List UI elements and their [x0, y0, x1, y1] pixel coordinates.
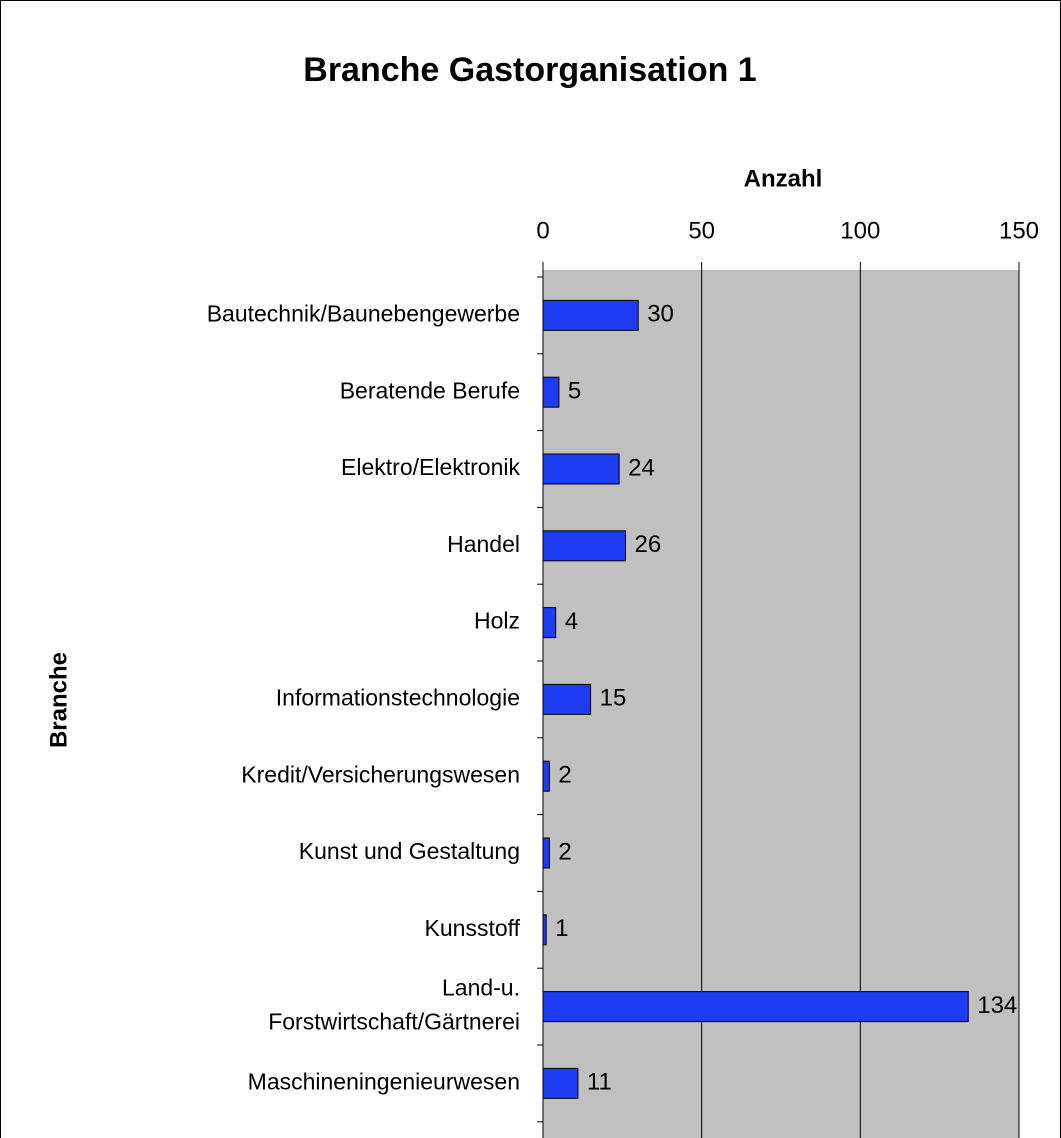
- bar: [542, 991, 969, 1023]
- bar: [542, 760, 550, 792]
- data-label: 2: [558, 762, 571, 789]
- bar: [542, 299, 639, 331]
- data-label: 24: [628, 454, 655, 481]
- y-tick-label: Holz: [474, 608, 520, 634]
- bar: [542, 914, 547, 946]
- x-tick-label: 100: [840, 217, 880, 244]
- y-axis-label: Branche: [45, 652, 72, 748]
- bar: [542, 607, 557, 639]
- bar: [542, 530, 627, 562]
- data-label: 26: [635, 531, 662, 558]
- data-label: 1: [555, 915, 568, 942]
- y-tick-label: Beratende Berufe: [340, 377, 520, 403]
- data-label: 4: [565, 608, 578, 635]
- data-label: 134: [977, 992, 1017, 1019]
- bar: [542, 453, 620, 485]
- y-tick-label: Informationstechnologie: [276, 684, 520, 710]
- y-tick-label: Kredit/Versicherungswesen: [241, 761, 520, 787]
- bar: [542, 1067, 579, 1099]
- y-tick-label: Maschineningenieurwesen: [248, 1068, 520, 1094]
- bar: [542, 376, 560, 408]
- data-label: 2: [558, 838, 571, 865]
- y-tick-label: Land-u. Forstwirtschaft/Gärtnerei: [268, 975, 520, 1035]
- x-tick-label: 0: [536, 217, 549, 244]
- bar: [542, 837, 550, 869]
- x-tick-label: 50: [688, 217, 715, 244]
- data-label: 30: [647, 301, 674, 328]
- data-label: 11: [587, 1069, 612, 1096]
- y-tick-label: Bautechnik/Baunebengewerbe: [207, 300, 520, 326]
- bar: [542, 683, 592, 715]
- y-tick-label: Kunsstoff: [425, 915, 521, 941]
- y-tick-label: Elektro/Elektronik: [341, 454, 520, 480]
- x-tick-label: 150: [999, 217, 1039, 244]
- data-label: 15: [600, 685, 627, 712]
- y-tick-label: Kunst und Gestaltung: [299, 838, 520, 864]
- chart-title: Branche Gastorganisation 1: [303, 51, 756, 89]
- y-tick-label: Handel: [447, 531, 520, 557]
- data-label: 5: [568, 378, 581, 405]
- x-axis-label: Anzahl: [744, 165, 823, 192]
